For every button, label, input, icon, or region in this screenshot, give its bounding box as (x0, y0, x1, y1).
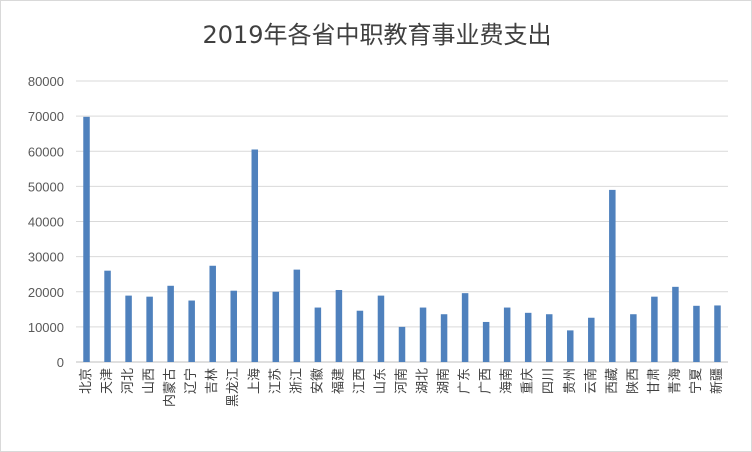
y-tick-label: 0 (57, 355, 64, 370)
x-category-label: 山东 (373, 368, 388, 394)
bar-湖南 (440, 314, 448, 362)
x-category-label: 广西 (479, 368, 494, 394)
bar-黑龙江 (230, 290, 237, 362)
x-category-label: 福建 (331, 368, 346, 394)
x-category-label: 山西 (142, 368, 157, 394)
bar-江西 (356, 310, 364, 362)
bar-青海 (672, 286, 679, 362)
y-tick-label: 30000 (28, 250, 64, 265)
bar-辽宁 (188, 300, 195, 362)
bar-江苏 (272, 291, 280, 362)
x-category-label: 吉林 (205, 368, 220, 394)
bar-云南 (588, 317, 595, 362)
bar-广西 (482, 321, 490, 362)
bar-新疆 (714, 305, 721, 362)
y-tick-label: 50000 (28, 179, 64, 194)
bar-河北 (125, 295, 132, 362)
x-category-label: 江西 (352, 368, 367, 394)
bar-内蒙古 (167, 285, 174, 362)
x-category-label: 海南 (499, 368, 515, 394)
bars (83, 116, 721, 362)
bar-北京 (83, 116, 90, 362)
y-tick-label: 60000 (28, 144, 64, 159)
x-category-label: 内蒙古 (162, 368, 178, 407)
x-category-label: 天津 (100, 368, 115, 394)
bar-陕西 (630, 314, 637, 362)
bar-甘肃 (651, 296, 658, 362)
x-category-label: 云南 (583, 368, 599, 394)
chart-title: 2019年各省中职教育事业费支出 (202, 21, 552, 49)
y-tick-label: 70000 (28, 109, 64, 124)
y-axis-ticks: 0 10000 20000 30000 40000 50000 60000 70000 8000… (28, 74, 64, 370)
bar-西藏 (609, 189, 616, 362)
x-category-label: 贵州 (563, 368, 578, 394)
x-category-label: 重庆 (520, 368, 536, 394)
bar-浙江 (293, 269, 301, 362)
y-tick-label: 80000 (28, 74, 64, 89)
x-category-label: 湖南 (436, 368, 452, 394)
x-category-label: 浙江 (289, 368, 304, 394)
bar-贵州 (567, 330, 574, 362)
bar-上海 (251, 149, 259, 362)
x-category-label: 江苏 (267, 368, 283, 394)
bar-安徽 (314, 307, 322, 362)
bar-宁夏 (693, 305, 700, 362)
x-category-label: 陕西 (626, 368, 641, 394)
bar-海南 (503, 307, 511, 362)
bar-四川 (545, 314, 553, 362)
x-category-label: 新疆 (709, 368, 725, 394)
x-category-label: 河北 (121, 368, 136, 394)
bar-河南 (398, 326, 406, 362)
x-axis-labels: 北京 天津 河北 山西 内蒙古 辽宁 吉林 黑龙江 上海 江苏 浙江 安徽 福建 江西 山东 河南 湖北 湖南 广东… (79, 368, 725, 407)
x-category-label: 甘肃 (647, 368, 662, 394)
x-category-label: 西藏 (605, 368, 620, 394)
y-tick-label: 20000 (28, 285, 64, 300)
x-category-label: 广东 (458, 368, 473, 394)
y-tick-label: 40000 (28, 215, 64, 230)
bar-湖北 (419, 307, 427, 362)
bar-天津 (104, 270, 111, 362)
bar-重庆 (524, 312, 532, 362)
bar-福建 (335, 289, 343, 362)
x-category-label: 河南 (394, 368, 410, 394)
x-category-label: 四川 (542, 368, 557, 394)
bar-山东 (377, 295, 385, 362)
x-category-label: 青海 (668, 368, 683, 394)
x-category-label: 上海 (247, 368, 262, 394)
y-tick-label: 10000 (28, 320, 64, 335)
bar-广东 (461, 293, 469, 362)
gridlines (76, 80, 728, 363)
x-category-label: 辽宁 (183, 368, 199, 394)
x-category-label: 安徽 (310, 368, 325, 394)
bar-山西 (146, 296, 153, 362)
bar-吉林 (209, 265, 216, 362)
x-category-label: 湖北 (416, 368, 431, 394)
x-category-label: 北京 (79, 368, 94, 394)
x-category-label: 黑龙江 (226, 368, 241, 407)
x-category-label: 宁夏 (688, 368, 704, 394)
